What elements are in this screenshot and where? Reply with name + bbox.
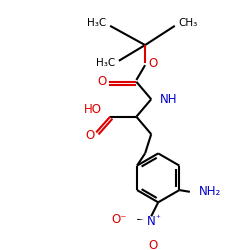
Text: CH₃: CH₃ <box>178 18 198 28</box>
Text: HO: HO <box>84 103 102 116</box>
Text: ⁺: ⁺ <box>155 214 160 222</box>
Text: H₃C: H₃C <box>88 18 107 28</box>
Text: O: O <box>86 130 95 142</box>
Text: NH₂: NH₂ <box>198 185 221 198</box>
Text: O⁻: O⁻ <box>111 213 127 226</box>
Text: O: O <box>98 75 107 88</box>
Text: O: O <box>148 57 158 70</box>
Text: N: N <box>147 215 156 228</box>
Text: H₃C: H₃C <box>96 58 116 68</box>
Text: O: O <box>148 238 158 250</box>
Text: NH: NH <box>160 93 178 106</box>
